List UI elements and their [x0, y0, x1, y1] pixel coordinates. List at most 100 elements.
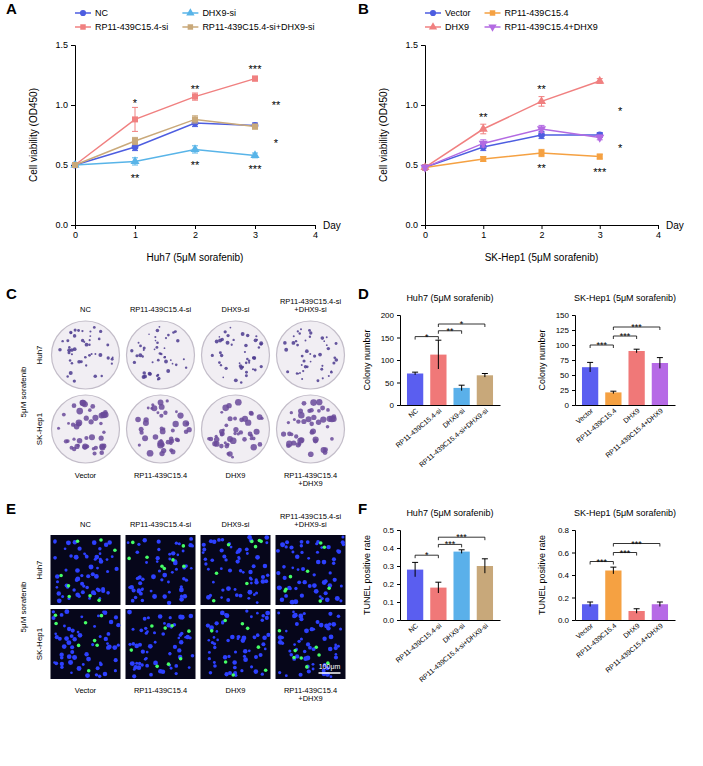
axis: VectorRP11-439C15.4DHX9RP11-439C15.4+DHX…: [575, 621, 676, 674]
colony: [310, 361, 312, 363]
nucleus: [339, 627, 342, 630]
nucleus: [106, 642, 109, 645]
significance: **: [479, 111, 488, 123]
legend-entry: DHX9: [425, 22, 469, 32]
tick-label: NC: [407, 622, 419, 634]
nucleus: [315, 542, 318, 545]
error-bar: [539, 149, 545, 156]
colony: [167, 334, 170, 337]
colony: [98, 353, 102, 357]
colony: [99, 450, 104, 455]
legend-entry: DHX9-si: [182, 8, 236, 18]
tunel-signal: [127, 557, 131, 561]
colony: [99, 422, 103, 426]
nucleus: [72, 588, 75, 591]
tick-label: 150: [381, 334, 395, 343]
nucleus: [86, 574, 90, 578]
tick: 100: [556, 341, 575, 350]
tunel-signal: [215, 571, 219, 575]
significance: ***: [631, 539, 642, 549]
nucleus: [157, 548, 160, 551]
colony: [159, 414, 163, 418]
nucleus: [230, 546, 233, 549]
tick: RP11-439C15.4-si: [394, 407, 443, 449]
nucleus: [55, 622, 58, 625]
tunel-signal: [246, 627, 250, 631]
nucleus: [132, 628, 135, 631]
scale-bar: [319, 672, 341, 674]
tick-mark: [397, 548, 400, 549]
tick-label: 0.0: [55, 220, 68, 230]
nucleus: [261, 672, 264, 675]
nucleus: [202, 543, 206, 547]
colony: [252, 368, 254, 370]
error-bar: [132, 107, 138, 131]
axis-title: Colony number: [362, 329, 372, 390]
colony: [258, 442, 263, 447]
nucleus: [185, 578, 188, 581]
column-label: Vector: [75, 471, 97, 480]
colony: [209, 437, 214, 442]
nucleus: [220, 611, 225, 616]
colony: [133, 361, 136, 364]
line-chart: 012340.00.51.01.5Cell viability (OD450)D…: [378, 8, 684, 263]
nucleus: [190, 567, 193, 570]
legend-label: NC: [95, 8, 108, 18]
nucleus: [179, 597, 184, 602]
column-label: DHX9: [225, 471, 245, 480]
nucleus: [322, 580, 327, 585]
nucleus: [146, 630, 149, 633]
nucleus: [292, 611, 295, 614]
panel-label: C: [6, 285, 17, 302]
error-bar: [459, 385, 465, 390]
nucleus: [217, 538, 221, 542]
colony: [256, 339, 258, 341]
plot-area: [407, 340, 493, 405]
axis: 0.00.10.20.30.40.5: [383, 526, 401, 625]
colony: [107, 356, 110, 359]
nucleus: [66, 540, 71, 545]
legend-label: RP11-439C15.4-si+DHX9-si: [202, 22, 314, 32]
series-line: [425, 135, 600, 167]
tunel-signal: [319, 541, 323, 545]
colony: [183, 420, 190, 427]
tunel-signal: [250, 540, 254, 544]
colony: [317, 409, 321, 413]
colony: [310, 430, 315, 435]
nucleus: [341, 536, 344, 539]
tick-mark: [658, 225, 659, 229]
nucleus: [162, 594, 166, 598]
nucleus: [150, 590, 153, 593]
nucleus: [63, 625, 66, 628]
colony: [245, 362, 248, 365]
significance: ***: [620, 331, 631, 341]
nucleus: [285, 630, 288, 633]
nucleus: [114, 658, 118, 662]
nucleus: [220, 567, 223, 570]
tick: 0.0: [558, 616, 575, 625]
nucleus: [316, 551, 319, 554]
colony: [248, 362, 250, 364]
nucleus: [130, 661, 135, 666]
micrograph: [126, 535, 196, 605]
column-label: RP11-439C15.4+DHX9: [284, 471, 337, 488]
nucleus: [152, 594, 157, 599]
error-bar: [610, 391, 616, 393]
colony: [155, 340, 157, 342]
tick: 0.4: [383, 544, 400, 553]
nucleus: [283, 576, 287, 580]
nucleus: [64, 569, 67, 572]
nucleus: [254, 669, 259, 674]
colony: [284, 348, 288, 352]
nucleus: [294, 587, 297, 590]
axis-title: TUNEL positive rate: [362, 535, 372, 615]
nucleus: [166, 623, 171, 628]
bar: [407, 570, 423, 620]
tick: 50: [560, 371, 575, 380]
nucleus: [259, 653, 263, 657]
axis-line: [397, 531, 401, 621]
nucleus: [136, 550, 140, 554]
nucleus: [329, 634, 334, 639]
significance: ***: [593, 166, 607, 178]
error-bar: [435, 582, 441, 593]
